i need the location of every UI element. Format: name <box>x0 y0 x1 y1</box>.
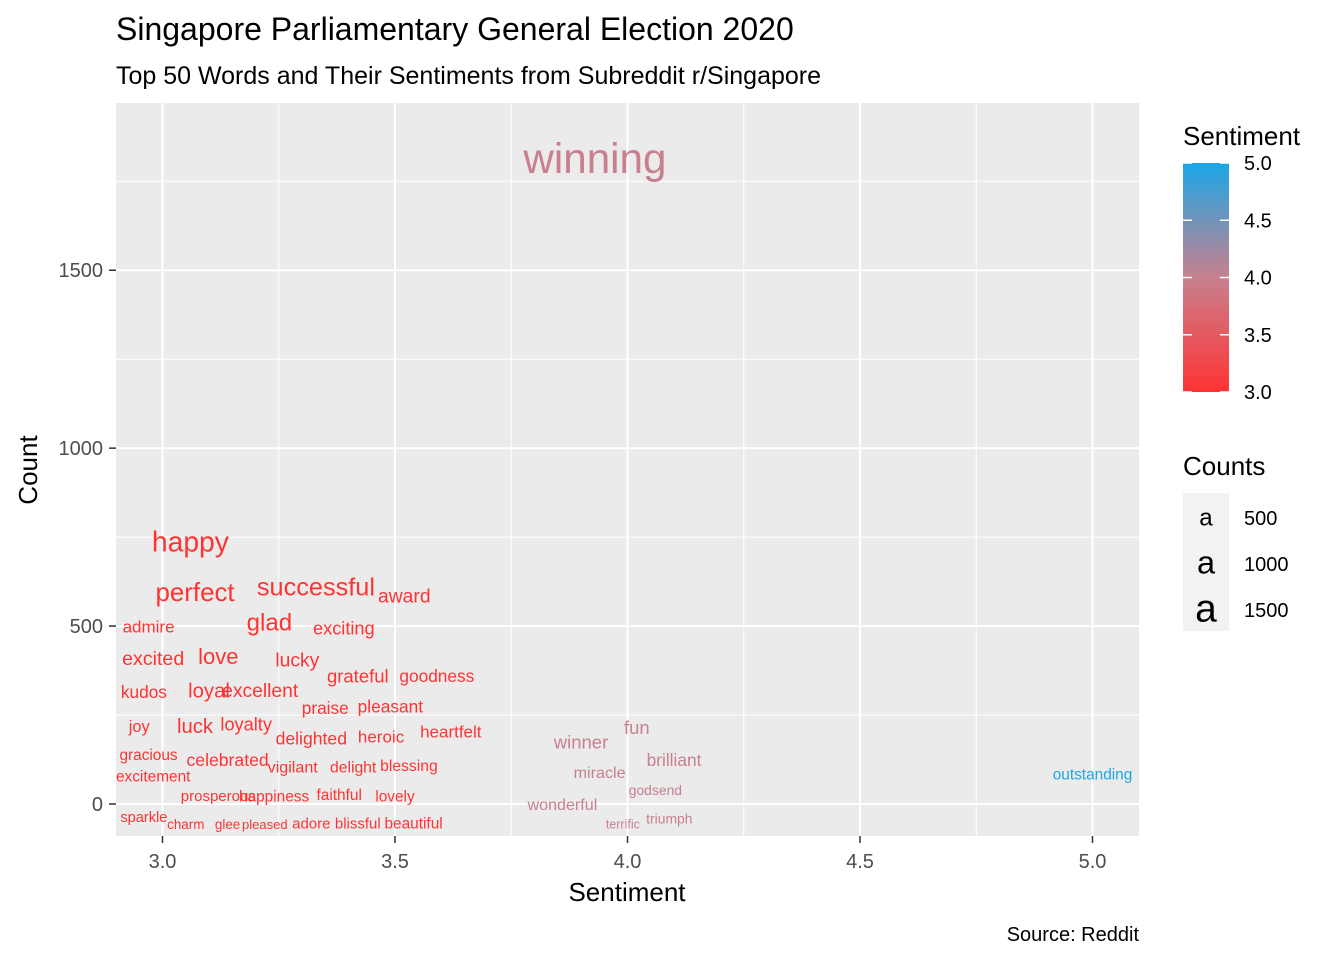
word-label: excitement <box>116 768 191 785</box>
size-legend-title: Counts <box>1183 451 1265 481</box>
word-label: admire <box>123 617 175 636</box>
word-label: loyal <box>188 680 230 702</box>
word-label: prosperous <box>181 788 256 805</box>
word-label: adore <box>292 816 330 833</box>
word-label: delight <box>330 760 377 777</box>
word-label: successful <box>257 573 375 601</box>
word-label: excellent <box>222 681 299 702</box>
word-label: vigilant <box>268 759 319 777</box>
word-label: kudos <box>121 682 167 702</box>
x-axis-title: Sentiment <box>568 877 686 907</box>
word-label: excited <box>122 648 184 670</box>
word-label: happy <box>152 526 230 558</box>
size-legend-glyph: a <box>1195 587 1217 630</box>
size-legend-label: 500 <box>1244 508 1277 530</box>
color-legend-label: 5.0 <box>1244 153 1272 175</box>
word-label: gracious <box>119 747 177 764</box>
word-labels: winning happy perfect successful award glad ad… <box>116 135 1132 833</box>
chart-title: Singapore Parliamentary General Election… <box>116 11 794 47</box>
word-label: praise <box>302 698 349 718</box>
word-label: beautiful <box>384 816 442 833</box>
grid-lines <box>116 103 1139 836</box>
word-label: pleasant <box>358 696 424 716</box>
word-label: godsend <box>629 782 682 798</box>
x-tick-label: 4.0 <box>614 851 642 873</box>
word-label: terrific <box>606 818 640 832</box>
chart-caption: Source: Reddit <box>1007 924 1140 946</box>
word-label: award <box>378 587 431 608</box>
word-label: sparkle <box>120 810 167 826</box>
color-legend-ticks: 5.0 4.5 4.0 3.5 3.0 <box>1183 153 1272 404</box>
size-legend-label: 1500 <box>1244 600 1289 622</box>
word-label: lovely <box>375 789 415 806</box>
word-label: goodness <box>399 666 474 686</box>
size-legend-glyph: a <box>1197 545 1216 581</box>
word-label: faithful <box>317 787 362 804</box>
word-label: triumph <box>646 811 692 827</box>
x-tick-label: 4.5 <box>846 851 874 873</box>
word-label: delighted <box>276 729 347 749</box>
color-legend-label: 3.5 <box>1244 325 1272 347</box>
word-label: miracle <box>574 764 626 782</box>
color-legend-title: Sentiment <box>1183 121 1301 151</box>
axis-ticks: 3.0 3.5 4.0 4.5 5.0 0 500 1000 1500 <box>59 260 1107 873</box>
chart-subtitle: Top 50 Words and Their Sentiments from S… <box>116 62 821 90</box>
word-label: winning <box>522 135 666 182</box>
word-label: glee <box>215 817 240 832</box>
word-label: luck <box>177 716 214 738</box>
word-label: heroic <box>358 728 405 747</box>
y-tick-label: 500 <box>70 616 103 638</box>
word-label: celebrated <box>187 750 269 770</box>
y-tick-label: 0 <box>92 794 103 816</box>
word-label: glad <box>247 610 293 637</box>
size-legend-glyph: a <box>1199 504 1213 531</box>
color-legend: Sentiment 5.0 4.5 4.0 3.5 3.0 <box>1183 121 1301 404</box>
size-legend-items: a 500 a 1000 a 1500 <box>1195 504 1288 630</box>
color-legend-label: 4.0 <box>1244 268 1272 290</box>
x-tick-label: 5.0 <box>1079 851 1107 873</box>
y-tick-label: 1000 <box>59 438 104 460</box>
word-label: loyalty <box>220 715 272 735</box>
word-label: heartfelt <box>420 722 482 741</box>
y-axis-title: Count <box>13 435 43 505</box>
word-label: winner <box>553 731 609 752</box>
word-label: brilliant <box>647 750 702 770</box>
x-tick-label: 3.5 <box>381 851 409 873</box>
size-legend: Counts a 500 a 1000 a 1500 <box>1183 451 1289 631</box>
word-label: fun <box>624 717 650 738</box>
word-label: exciting <box>313 618 375 638</box>
word-label: wonderful <box>527 796 598 814</box>
color-legend-label: 4.5 <box>1244 210 1272 232</box>
word-label: joy <box>128 718 151 736</box>
word-label: outstanding <box>1053 767 1133 784</box>
word-label: blissful <box>335 816 381 833</box>
word-label: happiness <box>239 789 309 806</box>
size-legend-keys <box>1183 493 1229 631</box>
word-label: blessing <box>380 758 438 775</box>
size-legend-label: 1000 <box>1244 554 1289 576</box>
word-label: charm <box>167 817 204 832</box>
color-legend-label: 3.0 <box>1244 382 1272 404</box>
x-tick-label: 3.0 <box>149 851 177 873</box>
word-label: pleased <box>242 817 288 832</box>
word-label: grateful <box>327 666 389 687</box>
word-label: perfect <box>155 579 234 607</box>
word-label: lucky <box>275 651 319 672</box>
y-tick-label: 1500 <box>59 260 104 282</box>
word-label: love <box>198 644 238 669</box>
